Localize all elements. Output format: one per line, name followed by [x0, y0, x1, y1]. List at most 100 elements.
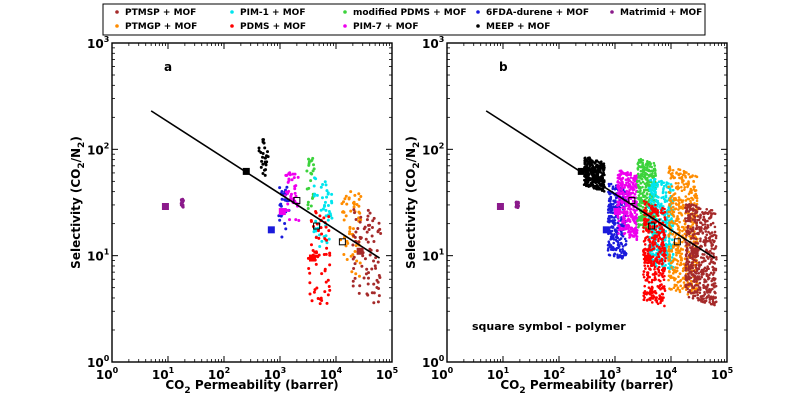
data-point — [634, 215, 637, 218]
data-point — [355, 259, 359, 263]
data-point — [655, 182, 659, 185]
data-point — [664, 263, 667, 267]
data-point — [654, 187, 658, 191]
data-point — [651, 241, 654, 245]
data-point — [263, 156, 267, 160]
data-point — [324, 214, 328, 218]
data-point — [620, 251, 623, 254]
data-point — [695, 224, 699, 227]
data-point — [681, 229, 684, 233]
data-point — [708, 217, 711, 220]
data-point — [585, 165, 589, 168]
data-point — [354, 230, 358, 234]
data-point — [376, 260, 380, 264]
data-point — [695, 175, 699, 179]
data-point — [648, 248, 652, 252]
data-point — [627, 173, 631, 177]
data-point — [641, 180, 645, 184]
data-point — [677, 280, 680, 284]
data-point — [653, 272, 656, 275]
data-point — [676, 227, 680, 231]
data-point — [330, 216, 334, 220]
data-point — [645, 201, 648, 204]
data-point — [686, 226, 690, 230]
data-point — [309, 204, 313, 208]
data-point — [629, 228, 633, 231]
data-point — [711, 300, 715, 303]
data-point — [673, 235, 677, 239]
data-point — [674, 219, 677, 223]
data-point — [701, 223, 705, 227]
data-point — [648, 204, 651, 207]
data-point — [606, 249, 610, 252]
data-point — [695, 269, 699, 273]
data-point — [328, 263, 332, 267]
data-point — [599, 165, 602, 169]
data-point — [628, 233, 632, 237]
data-point — [323, 290, 327, 294]
data-point — [307, 157, 311, 161]
data-point — [681, 203, 685, 207]
data-point — [706, 219, 709, 223]
data-point — [358, 220, 362, 224]
data-point — [516, 205, 519, 209]
data-point — [638, 218, 642, 221]
data-point — [609, 238, 612, 241]
data-point — [653, 289, 657, 293]
data-point — [620, 185, 624, 188]
data-point — [658, 294, 661, 297]
data-point — [627, 229, 631, 233]
data-point — [315, 286, 319, 290]
data-point — [323, 267, 327, 271]
data-point — [682, 179, 685, 183]
data-point — [297, 218, 301, 222]
data-point — [680, 185, 683, 189]
data-point — [621, 247, 624, 251]
data-point — [328, 253, 332, 257]
data-point — [652, 186, 655, 190]
data-point — [668, 204, 671, 207]
data-point — [646, 249, 650, 253]
legend-marker — [343, 10, 347, 14]
data-point — [656, 267, 659, 271]
data-point — [342, 253, 346, 256]
data-point — [644, 206, 647, 210]
data-point — [640, 218, 644, 221]
data-point — [594, 167, 597, 171]
data-point — [677, 168, 680, 171]
data-point — [714, 296, 717, 299]
data-point — [296, 175, 300, 179]
data-point — [352, 208, 356, 212]
data-point — [667, 170, 671, 173]
data-point — [315, 193, 319, 197]
data-point — [319, 208, 323, 212]
data-point — [621, 227, 625, 231]
data-point — [592, 169, 596, 173]
data-point — [662, 231, 666, 235]
data-point — [582, 183, 586, 187]
data-point — [689, 279, 693, 283]
data-point — [260, 159, 264, 163]
data-point — [320, 272, 324, 276]
data-point — [676, 259, 680, 263]
data-point — [287, 178, 291, 182]
data-point — [601, 180, 605, 184]
data-point — [663, 304, 666, 308]
data-point — [328, 288, 332, 292]
data-point — [675, 269, 679, 273]
data-point — [617, 203, 621, 207]
data-point — [602, 190, 606, 193]
data-point — [614, 196, 618, 200]
data-point — [673, 222, 677, 225]
data-point — [688, 234, 691, 238]
data-point — [705, 286, 709, 289]
data-point — [278, 203, 282, 207]
data-point — [661, 299, 664, 302]
data-point — [671, 233, 675, 236]
data-point — [318, 245, 322, 249]
data-point — [704, 225, 707, 229]
data-point — [257, 146, 261, 150]
data-point — [280, 235, 284, 239]
data-point — [709, 212, 713, 215]
data-point — [348, 225, 352, 229]
